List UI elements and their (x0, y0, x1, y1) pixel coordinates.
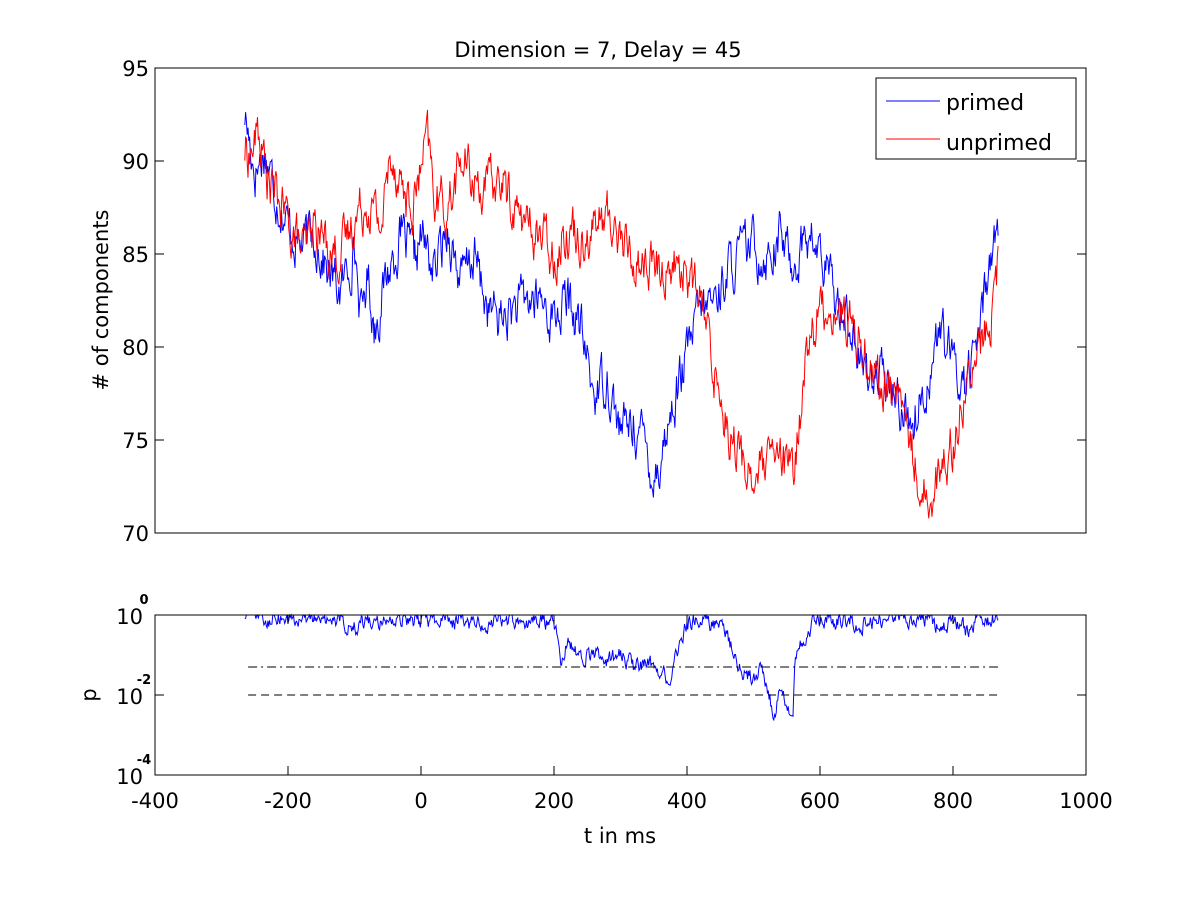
x-tick-label: 200 (534, 789, 574, 813)
chart-title: Dimension = 7, Delay = 45 (454, 38, 741, 62)
bottom-plot-area (244, 613, 999, 722)
bottom-y-tick-exponent: 0 (139, 593, 148, 608)
x-tick-label: 0 (414, 789, 427, 813)
x-tick-label: 1000 (1059, 789, 1112, 813)
top-y-tick-label: 80 (122, 336, 149, 360)
top-y-tick-label: 75 (122, 429, 149, 453)
bottom-y-tick-exponent: -4 (137, 753, 151, 768)
top-y-axis-label: # of components (89, 210, 113, 391)
top-y-tick-label: 90 (122, 150, 149, 174)
top-y-tick-label: 95 (122, 57, 149, 81)
top-plot-area (244, 109, 999, 519)
bottom-y-tick-label: 10 (116, 605, 143, 629)
bottom-x-ticks: -400 -200 0 200 400 600 800 1000 (131, 615, 1113, 813)
bottom-y-tick-label: 10 (116, 685, 143, 709)
top-y-tick-label: 85 (122, 243, 149, 267)
bottom-y-tick-label: 10 (116, 765, 143, 789)
legend-label-primed: primed (946, 91, 1024, 116)
legend-box (875, 77, 1077, 160)
bottom-y-axis-label: p (77, 688, 101, 701)
x-tick-label: 400 (667, 789, 707, 813)
top-axes-frame (154, 67, 1087, 534)
x-tick-label: 800 (933, 789, 973, 813)
top-y-tick-label: 70 (122, 522, 149, 546)
top-y-ticks: 70 75 80 85 90 95 (122, 57, 1086, 546)
top-chart: Dimension = 7, Delay = 45 70 75 80 85 90 95 #… (89, 38, 1087, 546)
x-tick-label: -400 (131, 789, 179, 813)
series-line-primed (244, 112, 999, 498)
legend: primed unprimed (875, 77, 1077, 160)
p-value-line (244, 613, 999, 722)
x-tick-label: -200 (264, 789, 312, 813)
legend-label-unprimed: unprimed (946, 131, 1052, 156)
series-line-unprimed (244, 109, 999, 519)
x-tick-label: 600 (800, 789, 840, 813)
x-axis-label: t in ms (584, 824, 656, 848)
bottom-y-tick-exponent: -2 (137, 673, 151, 688)
